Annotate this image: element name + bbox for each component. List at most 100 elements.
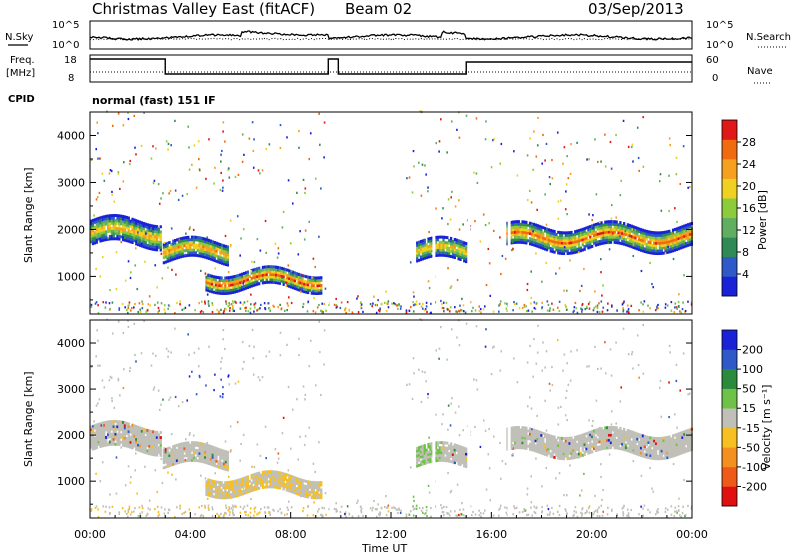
velocity-echo-cell xyxy=(506,445,509,449)
velocity-echo-cell xyxy=(577,442,581,446)
power-echo-cell xyxy=(123,218,127,221)
velocity-echo-cell xyxy=(269,485,272,489)
velocity-echo-cell xyxy=(239,490,242,494)
velocity-echo-cell xyxy=(606,443,609,447)
velocity-echo-cell xyxy=(282,479,285,483)
velocity-echo-cell xyxy=(263,485,266,489)
velocity-echo-cell xyxy=(110,440,113,444)
velocity-echo-cell xyxy=(226,453,229,457)
velocity-echo-cell xyxy=(630,440,633,444)
power-echo-cell xyxy=(250,284,253,288)
power-echo-cell xyxy=(170,245,173,249)
velocity-echo-cell xyxy=(423,444,426,448)
power-echo-cell xyxy=(273,268,276,271)
power-echo-cell xyxy=(219,250,222,254)
power-speckle xyxy=(288,296,290,299)
velocity-echo-cell xyxy=(95,446,98,450)
power-echo-cell xyxy=(207,289,210,293)
velocity-echo-cell xyxy=(675,445,678,449)
velocity-echo-cell xyxy=(291,488,295,492)
power-echo-cell xyxy=(557,246,560,250)
velocity-echo-cell xyxy=(140,432,144,436)
power-echo-cell xyxy=(641,239,645,243)
power-echo-cell xyxy=(677,226,680,230)
velocity-echo-cell xyxy=(655,457,658,461)
power-echo-cell xyxy=(194,238,197,242)
power-echo-cell xyxy=(269,267,272,271)
power-echo-cell xyxy=(263,281,266,285)
power-echo-cell xyxy=(101,231,104,235)
velocity-echo-cell xyxy=(647,435,650,439)
velocity-echo-cell xyxy=(301,481,304,485)
power-echo-cell xyxy=(609,238,613,242)
velocity-echo-cell xyxy=(200,459,203,463)
power-echo-cell xyxy=(632,235,635,239)
velocity-echo-cell xyxy=(681,438,684,442)
velocity-echo-cell xyxy=(658,447,662,451)
power-echo-cell xyxy=(144,235,147,239)
velocity-echo-cell xyxy=(318,488,321,492)
power-speckle xyxy=(348,308,351,311)
velocity-echo-cell xyxy=(248,479,251,483)
velocity-echo-cell xyxy=(299,488,302,492)
power-echo-cell xyxy=(570,238,573,242)
power-echo-cell xyxy=(540,233,543,237)
power-echo-cell xyxy=(641,231,645,235)
velocity-echo-cell xyxy=(540,443,543,447)
power-speckle xyxy=(145,232,147,235)
power-echo-cell xyxy=(611,230,615,234)
velocity-echo-cell xyxy=(310,483,314,487)
power-echo-cell xyxy=(621,224,624,228)
power-echo-cell xyxy=(651,246,654,250)
power-echo-cell xyxy=(442,235,445,239)
velocity-echo-cell xyxy=(551,435,554,439)
velocity-echo-cell xyxy=(438,451,441,455)
velocity-echo-cell xyxy=(105,420,108,424)
velocity-echo-cell xyxy=(683,430,686,434)
power-echo-cell xyxy=(545,232,549,236)
velocity-echo-cell xyxy=(523,433,526,437)
power-echo-cell xyxy=(611,238,615,242)
power-echo-cell xyxy=(461,256,464,260)
power-echo-cell xyxy=(594,222,598,226)
power-echo-cell xyxy=(222,262,226,266)
velocity-echo-cell xyxy=(525,441,528,445)
power-echo-cell xyxy=(457,244,460,248)
velocity-echo-cell xyxy=(278,486,282,490)
power-echo-cell xyxy=(271,265,274,269)
power-speckle xyxy=(499,300,502,303)
power-echo-cell xyxy=(106,217,110,221)
velocity-echo-cell xyxy=(621,437,624,441)
velocity-echo-cell xyxy=(233,482,236,486)
y-tick-label: 2000 xyxy=(57,223,85,236)
power-speckle xyxy=(90,303,93,306)
velocity-echo-cell xyxy=(551,440,554,444)
power-speckle xyxy=(268,143,271,146)
power-echo-cell xyxy=(133,233,136,237)
velocity-echo-cell xyxy=(617,434,620,438)
velocity-echo-cell xyxy=(666,453,669,457)
velocity-echo-cell xyxy=(583,437,586,441)
power-echo-cell xyxy=(278,281,282,285)
velocity-echo-cell xyxy=(91,447,95,451)
velocity-echo-cell xyxy=(528,445,532,449)
velocity-echo-cell xyxy=(135,440,138,444)
power-echo-cell xyxy=(217,255,220,259)
velocity-echo-cell xyxy=(170,455,173,459)
velocity-echo-cell xyxy=(101,429,104,433)
velocity-echo-cell xyxy=(658,444,662,448)
power-echo-cell xyxy=(239,286,242,290)
velocity-echo-cell xyxy=(231,485,234,489)
power-speckle xyxy=(279,272,282,275)
power-speckle xyxy=(679,182,682,186)
velocity-echo-cell xyxy=(162,453,166,457)
velocity-echo-cell xyxy=(617,431,620,435)
velocity-echo-cell xyxy=(142,427,145,431)
power-echo-cell xyxy=(560,244,564,248)
power-echo-cell xyxy=(517,233,520,237)
velocity-echo-cell xyxy=(557,444,560,447)
power-echo-cell xyxy=(157,230,161,234)
velocity-echo-cell xyxy=(189,451,192,455)
power-echo-cell xyxy=(658,249,662,253)
